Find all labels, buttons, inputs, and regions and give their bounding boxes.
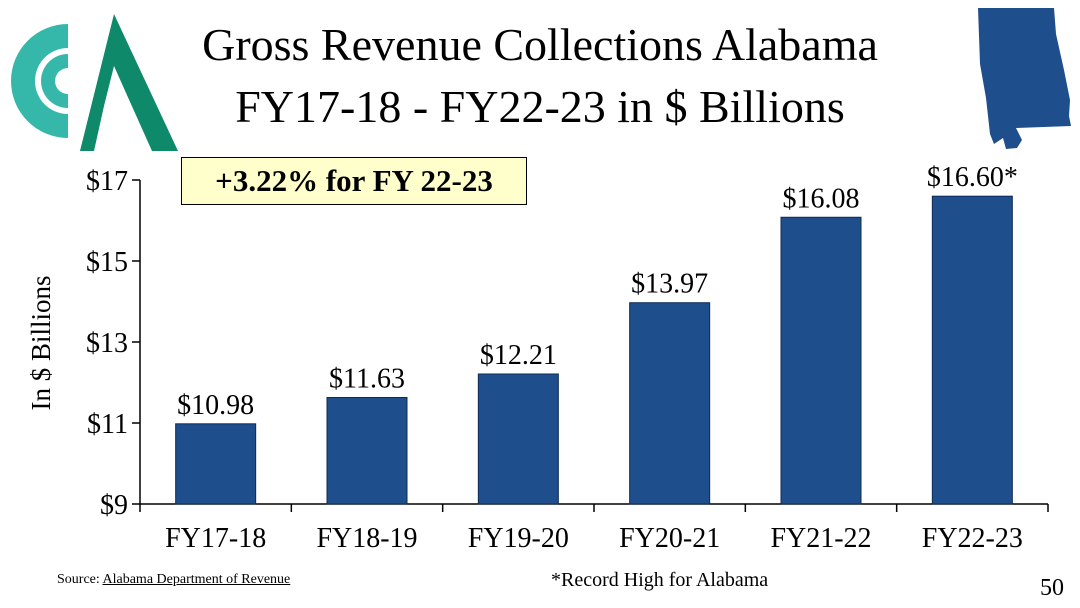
bar-value-label: $16.08 bbox=[783, 183, 860, 214]
bar-value-label: $11.63 bbox=[329, 363, 405, 394]
bar bbox=[477, 373, 559, 505]
source-link[interactable]: Alabama Department of Revenue bbox=[102, 572, 291, 587]
y-tick-label: $9 bbox=[100, 490, 128, 521]
x-tick-label: FY17-18 bbox=[165, 523, 266, 554]
y-tick-label: $11 bbox=[87, 409, 128, 440]
x-tick-label: FY20-21 bbox=[619, 523, 720, 554]
x-tick-label: FY21-22 bbox=[770, 523, 871, 554]
plot-area: $9 $11 $13 $15 $17 $10.98 FY17-18 $11.63 FY18-19… bbox=[86, 162, 1049, 554]
slide-title-line2: FY17-18 - FY22-23 in $ Billions bbox=[235, 81, 845, 132]
logo-peak bbox=[80, 14, 178, 151]
page-number: 50 bbox=[1040, 575, 1064, 601]
bar bbox=[629, 302, 711, 505]
y-tick-label: $13 bbox=[86, 328, 128, 359]
x-tick-label: FY19-20 bbox=[468, 523, 569, 554]
x-tick-label: FY18-19 bbox=[316, 523, 417, 554]
bar-value-label: $10.98 bbox=[177, 390, 254, 421]
source-prefix: Source: bbox=[57, 572, 100, 587]
slide-title-line1: Gross Revenue Collections Alabama bbox=[202, 19, 878, 70]
x-tick-label: FY22-23 bbox=[922, 523, 1023, 554]
organization-logo-icon bbox=[11, 14, 178, 151]
bar-value-label: $16.60* bbox=[927, 162, 1018, 193]
bar bbox=[780, 216, 862, 505]
bar-value-label: $12.21 bbox=[480, 340, 557, 371]
y-axis-label: In $ Billions bbox=[26, 275, 56, 410]
logo-outer-arc bbox=[11, 24, 68, 138]
bar bbox=[175, 423, 257, 505]
bar-value-label: $13.97 bbox=[631, 269, 708, 300]
source-note: Source: Alabama Department of Revenue bbox=[57, 572, 290, 588]
y-tick-label: $17 bbox=[86, 166, 128, 197]
logo-inner-arc bbox=[41, 54, 68, 108]
bar bbox=[931, 195, 1013, 505]
record-high-footnote: *Record High for Alabama bbox=[551, 569, 769, 591]
alabama-state-map-icon bbox=[978, 8, 1071, 149]
bar bbox=[326, 396, 408, 505]
growth-callout: +3.22% for FY 22-23 bbox=[181, 157, 527, 205]
y-tick-label: $15 bbox=[86, 247, 128, 278]
